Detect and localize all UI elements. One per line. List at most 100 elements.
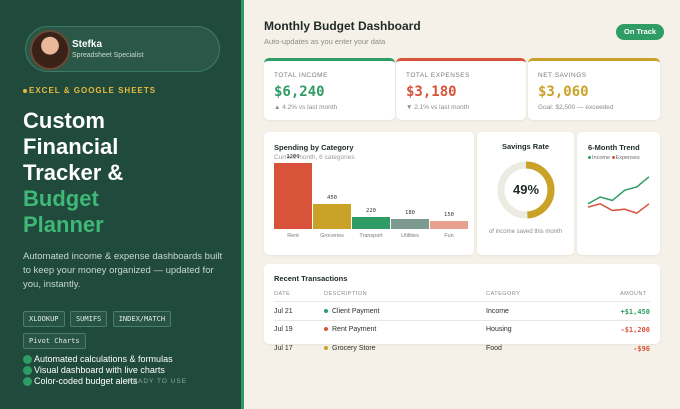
tx-amount: -$1,200 — [620, 326, 650, 334]
legend-expenses: Expenses — [615, 155, 640, 161]
bar-value-label: 180 — [405, 210, 415, 216]
check-icon — [23, 366, 32, 375]
kpi-note: Goal: $2,500 — exceeded — [538, 104, 614, 111]
profile-card: Stefka Spreadsheet Specialist — [25, 26, 220, 72]
bar-chart: 1200 Rent 450 Groceries 220 Transport 180 Utili… — [264, 132, 474, 255]
ready-label: READY TO USE — [127, 378, 188, 385]
tx-description-text: Client Payment — [332, 308, 380, 315]
column-header: DESCRIPTION — [324, 291, 368, 297]
tx-category: Housing — [486, 326, 512, 333]
bar-value-label: 150 — [444, 212, 454, 218]
headline-line: Budget — [23, 186, 99, 211]
trend-line-expenses — [587, 202, 650, 215]
trend-lines — [587, 176, 650, 215]
check-icon — [23, 355, 32, 364]
kpi-card-income: TOTAL INCOME $6,240 ▲ 4.2% vs last month — [264, 58, 395, 120]
legend-dot — [611, 156, 615, 160]
skill-chip: Pivot Charts — [23, 333, 86, 349]
section-title: Recent Transactions — [274, 274, 348, 283]
category-dot — [324, 309, 328, 314]
feature-text: Visual dashboard with live charts — [34, 365, 165, 375]
legend-dot — [588, 156, 591, 160]
kpi-card-savings: NET SAVINGS $3,060 Goal: $2,500 — exceed… — [528, 58, 660, 120]
chart-title: Savings Rate — [501, 142, 550, 151]
skill-chip: SUMIFS — [69, 311, 108, 327]
description: Automated income & expense dashboards bu… — [23, 251, 223, 290]
avatar — [30, 30, 70, 70]
dashboard: Monthly Budget Dashboard Auto-updates as… — [244, 0, 680, 409]
tx-amount: +$1,450 — [620, 308, 650, 316]
feature-item: Visual dashboard with live charts — [23, 365, 173, 376]
bar-category-label: Transport — [359, 233, 383, 239]
kpi-label: NET SAVINGS — [538, 72, 587, 79]
column-header: CATEGORY — [486, 291, 521, 297]
trend-legend: Income Expenses — [588, 155, 640, 161]
category-tag: EXCEL & GOOGLE SHEETS — [23, 86, 156, 95]
chart-title: Spending by Category — [274, 143, 354, 152]
bar-value-label: 1200 — [286, 154, 300, 160]
category-dot — [324, 327, 328, 332]
tx-category: Food — [486, 345, 502, 352]
headline-line: Planner — [23, 212, 104, 237]
headline-line: Custom — [23, 108, 105, 133]
legend-income: Income — [592, 155, 611, 161]
feature-item: Automated calculations & formulas — [23, 354, 173, 365]
accent-divider — [241, 0, 244, 409]
column-header: DATE — [274, 291, 291, 297]
headline-line: Tracker & — [23, 160, 124, 185]
promo-panel: Stefka Spreadsheet Specialist EXCEL & GO… — [0, 0, 241, 409]
headline-line: Financial — [23, 134, 119, 159]
divider — [274, 320, 650, 321]
tx-description-text: Grocery Store — [332, 345, 376, 352]
bar-category-label: Utilities — [401, 233, 419, 239]
bar-transport — [352, 217, 390, 229]
page-title: Monthly Budget Dashboard — [264, 19, 421, 33]
tx-date: Jul 21 — [274, 308, 293, 315]
savings-donut — [497, 161, 555, 219]
trend-chart-card: 6-Month Trend Income Expenses — [577, 132, 660, 255]
check-icon — [23, 377, 32, 386]
tx-date: Jul 17 — [274, 345, 293, 352]
status-badge: On Track — [616, 24, 665, 40]
category-tag-text: EXCEL & GOOGLE SHEETS — [29, 86, 157, 95]
profile-role: Spreadsheet Specialist — [72, 52, 144, 59]
tx-description: Grocery Store — [324, 345, 376, 352]
skill-chip: XLOOKUP — [23, 311, 65, 327]
kpi-value: $3,180 — [406, 84, 457, 100]
kpi-label: TOTAL INCOME — [274, 72, 328, 79]
tx-description: Rent Payment — [324, 326, 376, 333]
kpi-note: ▼ 2.1% vs last month — [406, 104, 470, 111]
feature-item: Color-coded budget alerts — [23, 376, 173, 387]
tx-description-text: Rent Payment — [332, 326, 377, 333]
tx-date: Jul 19 — [274, 326, 293, 333]
column-header: AMOUNT — [620, 291, 647, 297]
kpi-note: ▲ 4.2% vs last month — [274, 104, 338, 111]
feature-text: Automated calculations & formulas — [34, 354, 173, 364]
tx-description: Client Payment — [324, 308, 379, 315]
feature-list: Automated calculations & formulas Visual… — [23, 354, 173, 387]
bar-value-label: 220 — [366, 208, 376, 214]
savings-rate-caption: of income saved this month — [488, 229, 563, 235]
bar-category-label: Fun — [444, 233, 454, 239]
page-subtitle: Auto-updates as you enter your data — [264, 37, 386, 46]
skill-chip: INDEX/MATCH — [112, 311, 172, 327]
dot-icon — [23, 88, 27, 93]
bar-fun — [430, 221, 468, 229]
bar-value-label: 450 — [327, 195, 337, 201]
kpi-value: $3,060 — [538, 84, 589, 100]
kpi-value: $6,240 — [274, 84, 325, 100]
kpi-label: TOTAL EXPENSES — [406, 72, 470, 79]
headline: Custom Financial Tracker & Budget Planne… — [23, 108, 123, 238]
trend-line-income — [587, 176, 650, 205]
bar-category-label: Groceries — [320, 233, 344, 239]
chart-subtitle: Current month, 6 categories — [274, 154, 355, 161]
bar-rent — [274, 163, 312, 229]
kpi-card-expenses: TOTAL EXPENSES $3,180 ▼ 2.1% vs last mon… — [396, 58, 526, 120]
feature-text: Color-coded budget alerts — [34, 376, 138, 386]
profile-name: Stefka — [72, 39, 103, 50]
savings-rate-card: Savings Rate 49% of income saved this mo… — [477, 132, 574, 255]
bar-groceries — [313, 204, 351, 229]
bar-utilities — [391, 219, 429, 229]
divider — [274, 301, 650, 302]
transactions-card: Recent Transactions DATE DESCRIPTION CAT… — [264, 264, 660, 344]
